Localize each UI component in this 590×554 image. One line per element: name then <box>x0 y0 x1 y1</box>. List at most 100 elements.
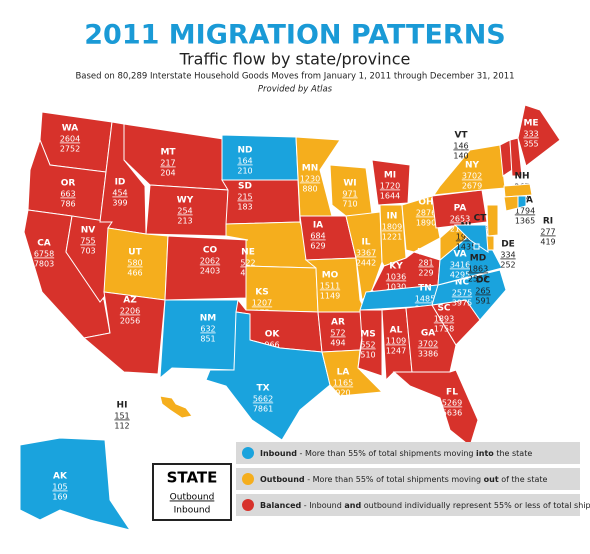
state-abbr: DE <box>501 240 515 250</box>
inbound-count: 629 <box>310 242 325 251</box>
inbound-count: 2679 <box>462 182 482 191</box>
legend-text: Balanced - Inbound and outbound individu… <box>260 501 590 510</box>
subtitle: Traffic flow by state/province <box>179 50 411 69</box>
outbound-count: 5662 <box>253 395 273 404</box>
state-abbr: OR <box>61 179 76 189</box>
legend-end: the state <box>494 449 533 458</box>
state-abbr: OK <box>265 330 281 340</box>
outbound-count: 580 <box>127 259 142 268</box>
state-shape <box>295 136 341 217</box>
outbound-count: 2206 <box>120 307 140 316</box>
key-inbound: Inbound <box>174 506 211 516</box>
inbound-count: 880 <box>302 185 317 194</box>
state-abbr: IL <box>361 238 370 248</box>
legend-description: - More than 55% of total shipments movin… <box>305 475 484 484</box>
state-abbr: SC <box>437 304 450 314</box>
inbound-count: 419 <box>540 238 555 247</box>
state-abbr: AL <box>390 326 403 336</box>
legend: Inbound - More than 55% of total shipmen… <box>236 442 590 516</box>
state-abbr: WY <box>177 196 194 206</box>
inbound-count: 7803 <box>34 260 54 269</box>
inbound-count: 229 <box>418 269 433 278</box>
outbound-count: 1511 <box>320 282 340 291</box>
outbound-count: 217 <box>160 159 175 168</box>
outbound-count: 1165 <box>333 379 353 388</box>
outbound-count: 151 <box>114 412 129 421</box>
legend-swatch <box>242 447 254 459</box>
outbound-count: 1893 <box>434 315 454 324</box>
state-abbr: NE <box>241 248 255 258</box>
inbound-count: 494 <box>330 339 345 348</box>
outbound-count: 2604 <box>60 135 80 144</box>
outbound-count: 5269 <box>442 399 462 408</box>
inbound-count: 2056 <box>120 317 140 326</box>
outbound-count: 1036 <box>386 273 406 282</box>
state-shape <box>19 437 132 531</box>
outbound-count: 1109 <box>386 337 406 346</box>
state-abbr: NH <box>514 172 529 182</box>
state-shape <box>159 299 239 380</box>
state-abbr: WI <box>343 179 356 189</box>
state-shape <box>392 369 479 447</box>
outbound-count: 3416 <box>450 261 470 270</box>
inbound-count: 2442 <box>356 259 376 268</box>
outbound-count: 454 <box>112 189 127 198</box>
inbound-count: 591 <box>475 297 490 306</box>
state-abbr: MT <box>160 148 176 158</box>
outbound-count: 254 <box>177 207 192 216</box>
outbound-count: 215 <box>237 193 252 202</box>
legend-swatch <box>242 499 254 511</box>
state-abbr: DC <box>476 276 490 286</box>
inbound-count: 3975 <box>452 299 472 308</box>
state-abbr: IA <box>313 221 323 231</box>
state-shape <box>517 104 561 167</box>
state-abbr: ME <box>523 119 538 129</box>
legend-row <box>236 468 580 490</box>
inbound-count: 920 <box>335 389 350 398</box>
state-abbr: UT <box>128 248 142 258</box>
inbound-count: 786 <box>60 200 75 209</box>
inbound-count: 140 <box>453 152 468 161</box>
state-shape <box>473 243 480 250</box>
legend-label: Inbound <box>260 449 297 458</box>
outbound-count: 1485 <box>415 295 435 304</box>
key-box <box>152 463 232 521</box>
state-abbr: WV <box>418 248 435 258</box>
state-abbr: IN <box>387 212 398 222</box>
outbound-count: 281 <box>418 259 433 268</box>
inbound-count: 210 <box>237 167 252 176</box>
outbound-count: 971 <box>342 190 357 199</box>
state-abbr: GA <box>421 329 435 339</box>
outbound-count: 1207 <box>252 299 272 308</box>
inbound-count: 1247 <box>386 347 406 356</box>
state-abbr: FL <box>446 388 458 398</box>
state-abbr: ND <box>237 146 252 156</box>
state-abbr: HI <box>117 401 128 411</box>
outbound-count: 1230 <box>300 175 320 184</box>
outbound-count: 333 <box>523 130 538 139</box>
outbound-count: 522 <box>240 259 255 268</box>
outbound-count: 2876 <box>416 209 436 218</box>
inbound-count: 2403 <box>200 267 220 276</box>
state-abbr: RI <box>543 217 553 227</box>
state-shape <box>221 134 299 181</box>
state-abbr: NV <box>81 226 96 236</box>
inbound-count: 1758 <box>434 325 454 334</box>
state-shape <box>503 195 519 212</box>
state-abbr: TN <box>418 284 432 294</box>
legend-label: Balanced <box>260 501 302 510</box>
source: Based on 80,289 Interstate Household Goo… <box>75 72 514 82</box>
legend-text: Inbound - More than 55% of total shipmen… <box>260 449 532 458</box>
outbound-count: 6758 <box>34 250 54 259</box>
state-shape <box>401 195 441 253</box>
state-abbr: PA <box>454 204 467 214</box>
legend-emphasis: and <box>344 501 361 510</box>
state-abbr: NM <box>200 314 217 324</box>
state-shape <box>205 311 331 441</box>
state-abbr: OH <box>418 198 433 208</box>
state-shape <box>486 204 499 237</box>
legend-row <box>236 494 580 516</box>
state-abbr: MI <box>384 171 396 181</box>
